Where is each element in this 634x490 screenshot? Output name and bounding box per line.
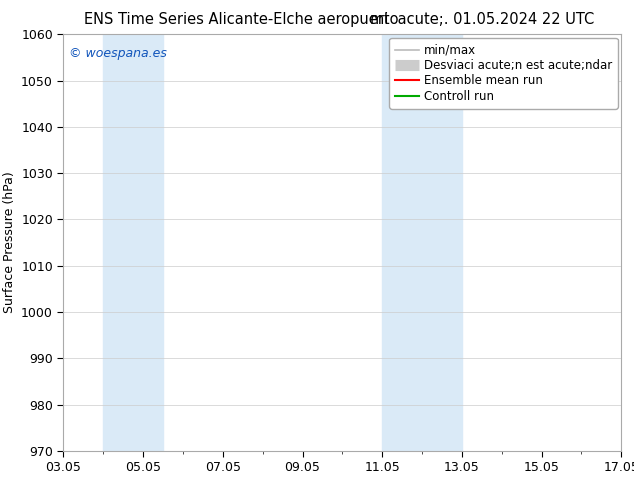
Bar <box>382 34 462 451</box>
Bar <box>103 34 163 451</box>
Text: mi  acute;. 01.05.2024 22 UTC: mi acute;. 01.05.2024 22 UTC <box>370 12 594 27</box>
Text: ENS Time Series Alicante-Elche aeropuerto: ENS Time Series Alicante-Elche aeropuert… <box>84 12 398 27</box>
Y-axis label: Surface Pressure (hPa): Surface Pressure (hPa) <box>3 172 16 314</box>
Text: © woespana.es: © woespana.es <box>69 47 167 60</box>
Legend: min/max, Desviaci acute;n est acute;ndar, Ensemble mean run, Controll run: min/max, Desviaci acute;n est acute;ndar… <box>389 38 618 109</box>
